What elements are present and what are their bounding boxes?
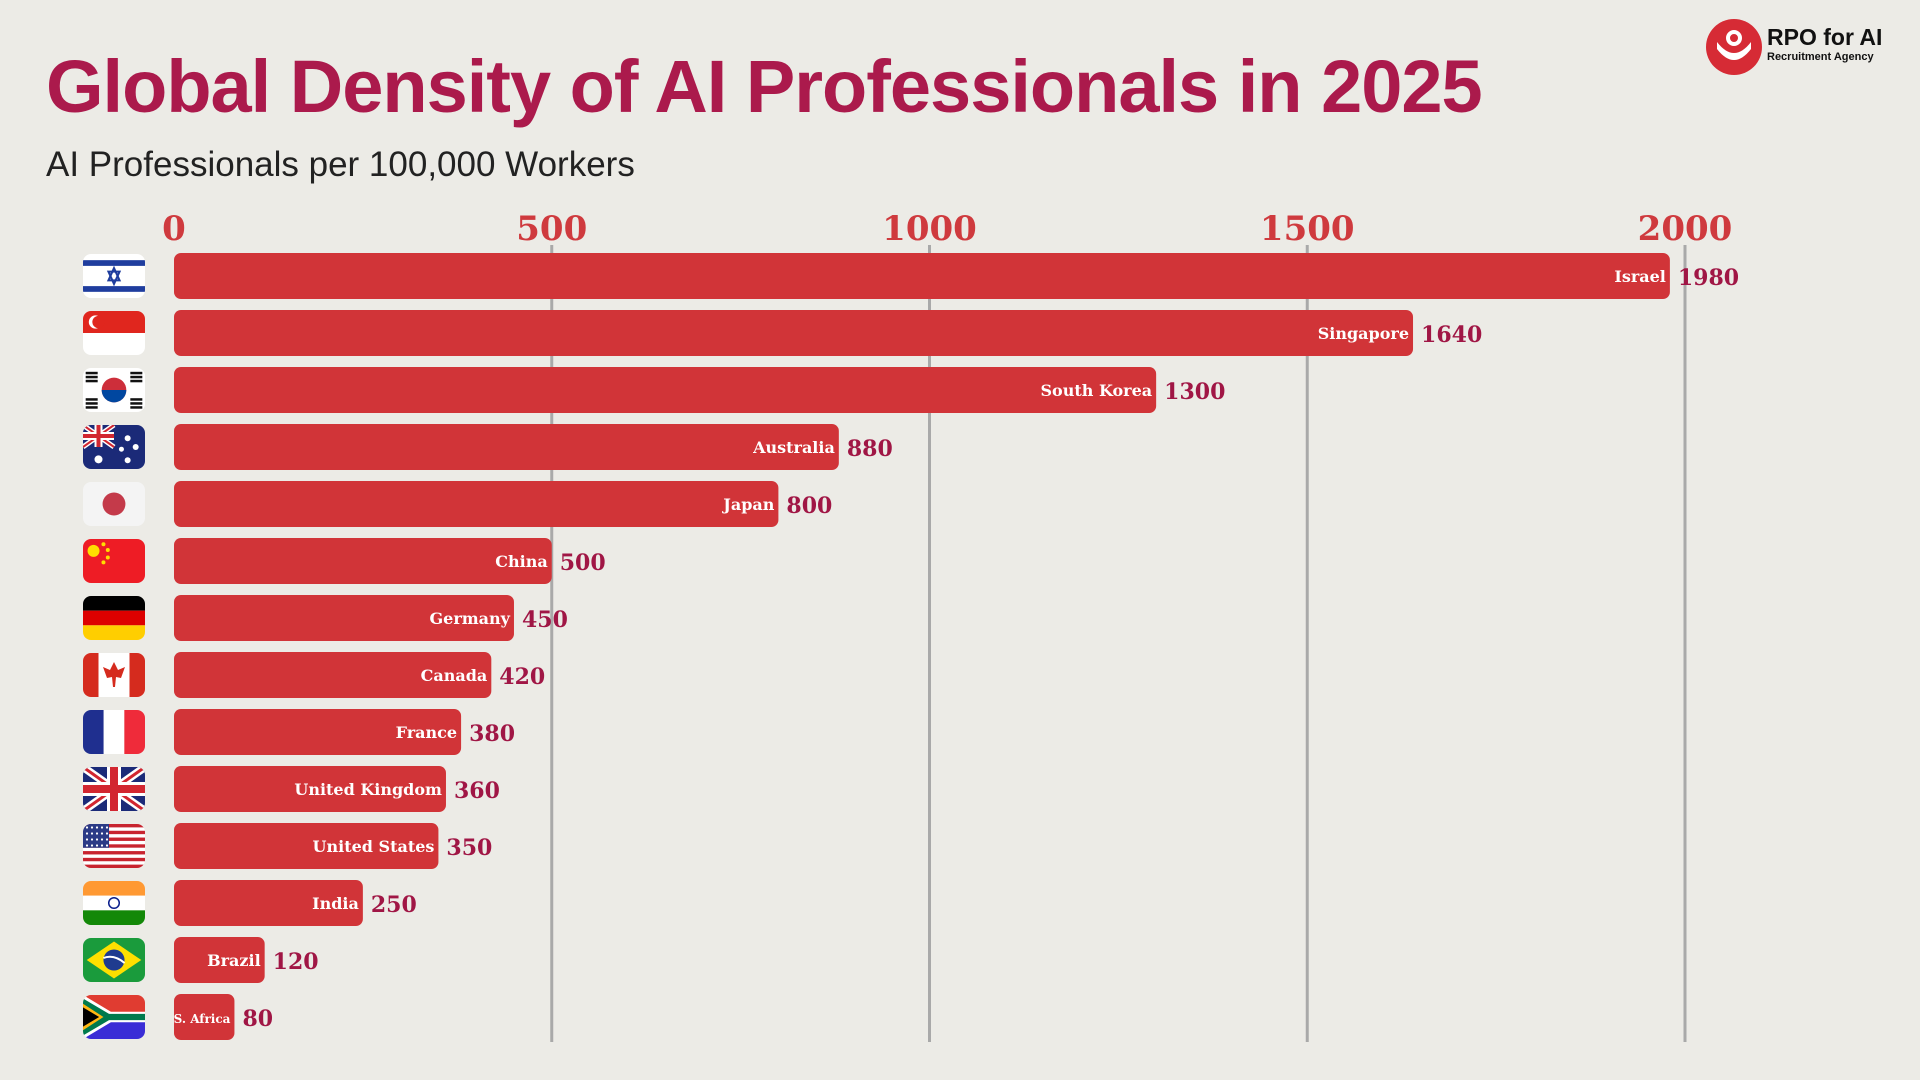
bar <box>174 709 462 755</box>
bar <box>174 310 1414 356</box>
bar-category-label: Brazil <box>207 951 261 970</box>
chart-subtitle: AI Professionals per 100,000 Workers <box>46 145 635 184</box>
bar <box>174 367 1157 413</box>
bar-category-label: S. Africa <box>174 1012 231 1026</box>
bar-value-label: 360 <box>454 778 500 804</box>
israel-flag-icon <box>83 254 145 298</box>
brand-logo[interactable]: RPO for AI Recruitment Agency <box>1705 16 1915 78</box>
gridlines <box>550 245 1687 1042</box>
bar-category-label: Israel <box>1614 267 1666 286</box>
bar <box>174 994 235 1040</box>
bar-value-label: 120 <box>273 949 319 975</box>
bar <box>174 766 446 812</box>
bar <box>174 481 779 527</box>
south-africa-flag-icon <box>83 995 145 1039</box>
x-tick-label: 500 <box>516 209 587 249</box>
france-flag-icon <box>83 710 145 754</box>
south-korea-flag-icon <box>83 368 145 412</box>
bar-value-label: 800 <box>786 493 832 519</box>
bar-category-label: United States <box>313 837 435 856</box>
bar-category-label: Germany <box>429 609 510 628</box>
bar <box>174 424 839 470</box>
china-flag-icon <box>83 539 145 583</box>
bar-category-label: United Kingdom <box>294 780 442 799</box>
x-tick-label: 2000 <box>1638 209 1733 249</box>
bar-category-label: India <box>312 894 359 913</box>
bar-category-label: China <box>495 552 547 571</box>
bar <box>174 823 439 869</box>
canada-flag-icon <box>83 653 145 697</box>
rpo-logo-icon <box>1706 19 1762 75</box>
bar-value-label: 420 <box>499 664 545 690</box>
x-tick-label: 1500 <box>1260 209 1355 249</box>
brand-tagline: Recruitment Agency <box>1767 51 1874 63</box>
bar-value-label: 1640 <box>1421 322 1482 348</box>
uk-flag-icon <box>83 767 145 811</box>
usa-flag-icon <box>83 824 145 868</box>
bar <box>174 538 552 584</box>
germany-flag-icon <box>83 596 145 640</box>
japan-flag-icon <box>83 482 145 526</box>
bar <box>174 652 492 698</box>
axis-ticks: 0 500 1000 1500 2000 <box>162 209 1732 249</box>
bar-category-label: South Korea <box>1040 381 1152 400</box>
bar-value-label: 1300 <box>1164 379 1225 405</box>
bar-value-label: 350 <box>446 835 492 861</box>
bar-value-label: 1980 <box>1678 265 1739 291</box>
bar-category-label: France <box>396 723 457 742</box>
brand-name: RPO for AI <box>1767 24 1883 50</box>
bars: Israel 1980 Singapore 1640 South Korea 1300 Au… <box>174 253 1739 1040</box>
bar <box>174 937 265 983</box>
bar-value-label: 880 <box>847 436 893 462</box>
bar <box>174 595 514 641</box>
bar-category-label: Australia <box>752 438 835 457</box>
bar <box>174 253 1670 299</box>
bar-category-label: Canada <box>421 666 488 685</box>
singapore-flag-icon <box>83 311 145 355</box>
bar-value-label: 250 <box>371 892 417 918</box>
x-tick-label: 1000 <box>882 209 977 249</box>
australia-flag-icon <box>83 425 145 469</box>
bar <box>174 880 363 926</box>
bar-value-label: 500 <box>560 550 606 576</box>
bar-category-label: Singapore <box>1318 324 1409 343</box>
chart-title: Global Density of AI Professionals in 20… <box>46 45 1483 128</box>
bar-category-label: Japan <box>721 495 774 514</box>
brazil-flag-icon <box>83 938 145 982</box>
india-flag-icon <box>83 881 145 925</box>
x-tick-label: 0 <box>162 209 186 249</box>
bar-value-label: 380 <box>469 721 515 747</box>
flags <box>83 254 145 1039</box>
bar-value-label: 450 <box>522 607 568 633</box>
bar-value-label: 80 <box>242 1006 273 1032</box>
